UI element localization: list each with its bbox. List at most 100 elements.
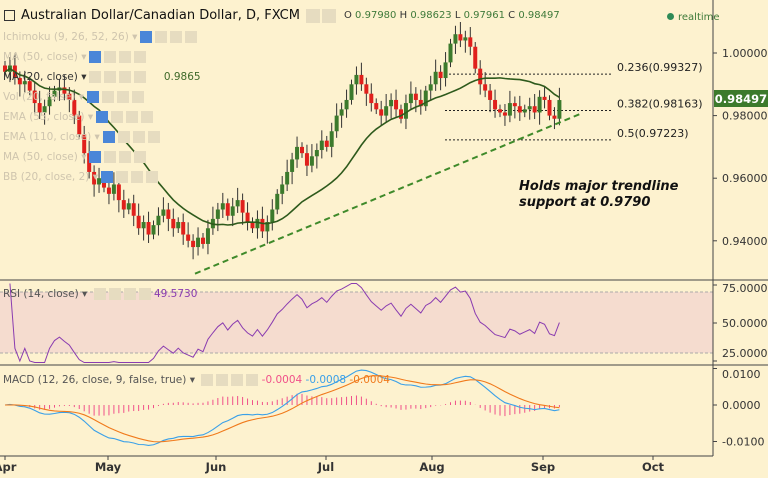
candle xyxy=(394,99,399,110)
candle xyxy=(265,222,270,232)
candle xyxy=(196,237,201,248)
indicator-legend[interactable]: EMA (110, close) ▾ xyxy=(3,131,160,143)
time-tick-label: May xyxy=(95,460,122,474)
candle xyxy=(290,159,295,172)
visibility-icon[interactable] xyxy=(86,91,99,103)
indicator-legend[interactable]: MA (50, close) ▾ xyxy=(3,151,147,163)
candle xyxy=(166,209,171,219)
candle xyxy=(324,140,329,147)
last-price-label: 0.98497 xyxy=(715,92,767,106)
indicator-legend[interactable]: Vol (20, false) ▾ xyxy=(3,91,144,103)
time-tick-label: Jul xyxy=(317,460,334,474)
visibility-icon[interactable] xyxy=(89,71,102,83)
fib-level-label: 0.5(0.97223) xyxy=(617,127,689,140)
trendline xyxy=(194,111,584,275)
candle xyxy=(403,103,408,119)
candle xyxy=(512,103,517,107)
settings-icon[interactable] xyxy=(104,71,117,83)
indicator-legend[interactable]: MA (50, close) ▾ xyxy=(3,51,147,63)
remove-icon[interactable] xyxy=(141,111,154,123)
add-icon[interactable] xyxy=(119,51,132,63)
settings-icon[interactable] xyxy=(104,51,117,63)
rsi-legend: RSI (14, close) ▾ 49.5730 xyxy=(3,288,198,300)
settings-icon[interactable] xyxy=(155,31,168,43)
trendline-annotation: Holds major trendline support at 0.9790 xyxy=(519,179,679,210)
candle xyxy=(151,225,156,235)
collapse-icon[interactable] xyxy=(4,10,15,21)
visibility-icon[interactable] xyxy=(100,171,113,183)
rsi-tick-label: 75.0000 xyxy=(722,282,768,295)
candle xyxy=(141,222,146,229)
candle xyxy=(384,106,389,116)
remove-icon[interactable] xyxy=(185,31,198,43)
visibility-icon[interactable] xyxy=(96,111,109,123)
price-tick-label: 0.96000 xyxy=(722,172,768,185)
rsi-line xyxy=(9,282,560,364)
candle xyxy=(483,84,488,91)
price-tick-label: 1.00000 xyxy=(722,47,768,60)
settings-icon[interactable] xyxy=(117,131,130,143)
symbol-title[interactable]: Australian Dollar/Canadian Dollar, D, FX… xyxy=(21,8,300,23)
candle xyxy=(413,93,418,100)
candle xyxy=(493,99,498,110)
candle xyxy=(547,99,552,116)
candle xyxy=(488,90,493,100)
time-tick-label: Aug xyxy=(419,460,444,474)
candle xyxy=(17,78,22,85)
settings-icon[interactable] xyxy=(111,111,124,123)
settings-icon[interactable] xyxy=(321,8,336,23)
visibility-icon[interactable] xyxy=(102,131,115,143)
candle xyxy=(498,109,502,113)
candle xyxy=(458,34,463,41)
fib-level-label: 0.382(0.98163) xyxy=(617,97,703,110)
candle xyxy=(374,103,379,110)
add-icon[interactable] xyxy=(132,131,145,143)
macd-tick-label: 0.0000 xyxy=(722,399,761,412)
candle xyxy=(201,237,205,244)
remove-icon[interactable] xyxy=(134,51,147,63)
indicator-legend[interactable]: Ichimoku (9, 26, 52, 26) ▾ xyxy=(3,31,198,43)
add-icon[interactable] xyxy=(116,91,129,103)
candle xyxy=(285,171,290,185)
candle xyxy=(309,156,314,166)
candle xyxy=(478,68,483,85)
fib-level-label: 0.236(0.99327) xyxy=(617,61,703,74)
indicator-legend[interactable]: EMA (55, close) ▾ xyxy=(3,111,154,123)
candle xyxy=(468,37,473,47)
add-icon[interactable] xyxy=(130,171,143,183)
add-icon[interactable] xyxy=(126,111,139,123)
settings-icon[interactable] xyxy=(104,151,117,163)
remove-icon[interactable] xyxy=(134,71,147,83)
candle xyxy=(3,65,7,72)
add-icon[interactable] xyxy=(119,151,132,163)
candle xyxy=(379,109,384,116)
time-tick-label: Sep xyxy=(531,460,555,474)
visibility-icon[interactable] xyxy=(140,31,153,43)
visibility-icon[interactable] xyxy=(89,151,102,163)
settings-icon[interactable] xyxy=(101,91,114,103)
candle xyxy=(250,222,255,229)
visibility-icon[interactable] xyxy=(305,8,320,23)
visibility-icon[interactable] xyxy=(89,51,102,63)
macd-tick-label: 0.0100 xyxy=(722,368,761,381)
indicator-legend[interactable]: BB (20, close, 2) ▾ xyxy=(3,171,158,183)
candle xyxy=(121,200,126,210)
remove-icon[interactable] xyxy=(131,91,144,103)
remove-icon[interactable] xyxy=(147,131,160,143)
candle xyxy=(542,96,547,100)
candle xyxy=(339,109,344,116)
remove-icon[interactable] xyxy=(134,151,147,163)
candle xyxy=(527,106,532,110)
remove-icon[interactable] xyxy=(145,171,158,183)
add-icon[interactable] xyxy=(170,31,183,43)
candle xyxy=(364,84,369,94)
add-icon[interactable] xyxy=(119,71,132,83)
candle xyxy=(369,93,374,104)
candle xyxy=(215,209,220,219)
indicator-legend[interactable]: MA (20, close) ▾ 0.9865 xyxy=(3,71,201,83)
candle xyxy=(280,184,285,194)
candle xyxy=(62,87,67,94)
candle xyxy=(176,222,181,229)
settings-icon[interactable] xyxy=(115,171,128,183)
